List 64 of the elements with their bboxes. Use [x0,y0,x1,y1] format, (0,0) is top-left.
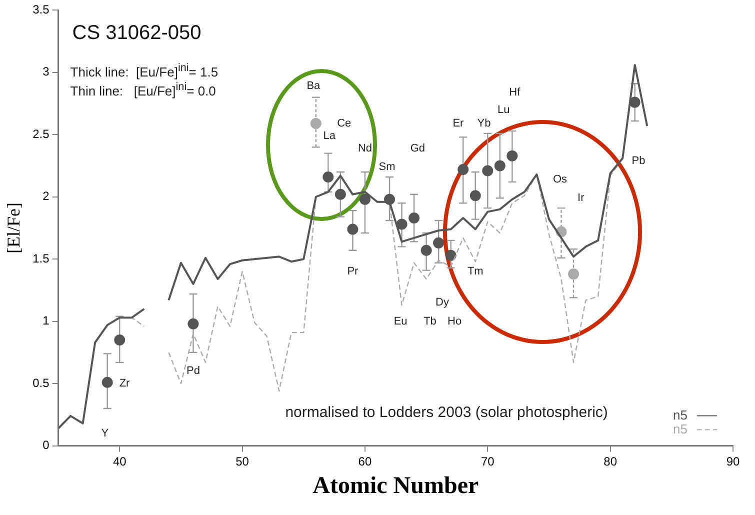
legend-label: n5 [673,407,688,422]
point [102,376,113,388]
y-tick-label: 3.5 [32,2,50,17]
annotation: Pb [632,154,646,167]
point [458,164,469,176]
point [334,188,346,200]
point [188,318,199,330]
annotation: Hf [509,86,522,98]
point [408,212,420,224]
y-axis-title: [El/Fe] [4,202,24,254]
y-tick-label: 3 [42,64,50,79]
y-tick-label: 1.5 [32,251,50,266]
y-tick-label: 0 [42,438,50,452]
annotation: Lu [497,104,510,116]
annotation: Gd [410,142,426,154]
annotation: Ho [447,315,462,328]
x-axis-title: Atomic Number [312,472,479,499]
annotation: Ce [337,117,352,130]
annotation: Ir [578,192,585,204]
point [420,244,432,256]
x-tick-label: 80 [604,454,618,468]
point [347,224,358,235]
y-tick-label: 1 [42,314,50,328]
point [359,194,370,205]
point [482,165,494,176]
y-tick-label: 0.5 [32,376,50,390]
point [396,218,408,230]
text: CS 31062-050 [72,22,202,46]
annotation: Yb [477,117,491,130]
annotation: Os [552,173,568,186]
x-tick-label: 60 [358,454,372,468]
annotation: Zr [119,378,130,390]
annotation: Dy [436,296,450,309]
point [433,237,444,248]
annotation: Ba [306,80,322,92]
annotation: Eu [394,315,408,328]
annotation: Er [452,117,464,130]
y-tick-label: 2 [42,189,50,204]
legend-label: n5 [673,421,688,436]
annotation: Tm [467,266,484,278]
annotation: Y [101,427,110,440]
point [310,118,322,129]
annotation: La [323,130,336,142]
point [494,160,506,172]
annotation: normalised to Lodders 2003 (solar photospheric) [285,404,608,421]
annotation: Pd [186,365,200,378]
point [114,334,126,346]
y-tick-label: 2.5 [32,126,50,141]
point [568,268,580,280]
point [470,190,481,202]
point [445,250,456,261]
annotation: Sm [378,161,396,174]
annotation: Thick line: [Eu/Fe]$^{ini}$= 1.5 [70,62,218,80]
x-tick-label: 70 [480,454,495,468]
annotation: Thin line: [Eu/Fe]$^{ini}$= 0.0 [70,81,216,99]
point [629,96,640,108]
annotation: Tb [424,315,436,328]
point [322,171,334,182]
annotation: Pr [347,266,359,278]
point [506,150,518,162]
x-tick-label: 40 [112,454,127,468]
x-tick-label: 90 [726,454,740,468]
x-tick-label: 50 [236,454,250,468]
annotation: Nd [358,142,372,154]
